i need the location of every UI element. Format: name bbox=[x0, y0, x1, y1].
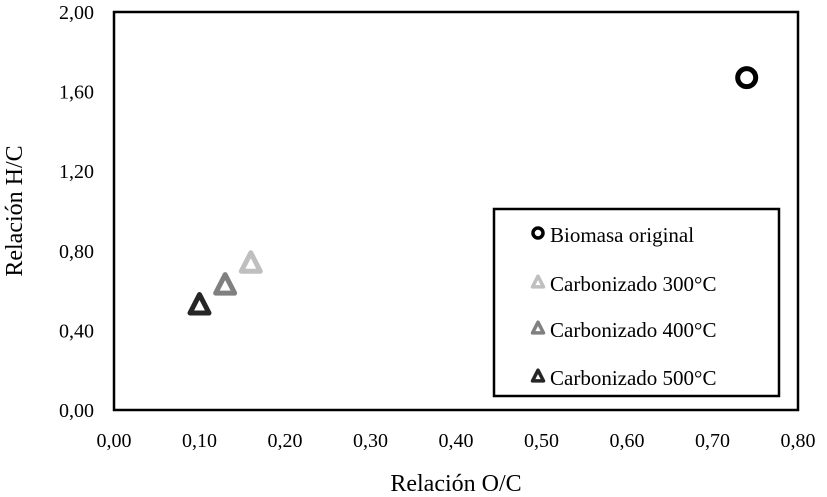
y-tick-label: 1,20 bbox=[59, 161, 94, 183]
legend-marker-circle bbox=[531, 226, 545, 240]
x-tick-labels: 0,00 0,10 0,20 0,30 0,40 0,50 0,60 0,70 0,80 bbox=[97, 430, 816, 452]
x-axis-title: Relación O/C bbox=[390, 471, 521, 497]
x-tick-label: 0,20 bbox=[268, 430, 303, 452]
x-tick-label: 0,80 bbox=[781, 430, 816, 452]
x-tick-label: 0,10 bbox=[182, 430, 217, 452]
legend-label: Biomasa original bbox=[550, 223, 694, 247]
data-point-circle bbox=[735, 66, 759, 90]
y-axis-title: Relación H/C bbox=[2, 145, 28, 276]
x-tick-label: 0,40 bbox=[439, 430, 474, 452]
x-tick-label: 0,00 bbox=[97, 430, 132, 452]
x-tick-label: 0,70 bbox=[695, 430, 730, 452]
legend-marker-triangle bbox=[530, 274, 546, 289]
y-tick-label: 0,40 bbox=[59, 320, 94, 342]
data-point-triangle bbox=[238, 250, 263, 274]
x-tick-label: 0,50 bbox=[524, 430, 559, 452]
data-points bbox=[187, 66, 759, 316]
y-tick-label: 0,00 bbox=[59, 400, 94, 422]
data-point-triangle bbox=[213, 272, 238, 296]
y-tick-labels: 0,00 0,40 0,80 1,20 1,60 2,00 bbox=[59, 2, 94, 422]
y-tick-label: 0,80 bbox=[59, 241, 94, 263]
y-tick-label: 2,00 bbox=[59, 2, 94, 24]
legend-label: Carbonizado 500°C bbox=[550, 366, 716, 390]
legend-label: Carbonizado 300°C bbox=[550, 272, 716, 296]
legend-marker-triangle bbox=[530, 368, 546, 383]
legend-box bbox=[492, 207, 781, 398]
x-tick-label: 0,60 bbox=[610, 430, 645, 452]
data-point-triangle bbox=[187, 292, 212, 316]
legend-label: Carbonizado 400°C bbox=[550, 318, 716, 342]
y-tick-label: 1,60 bbox=[59, 82, 94, 104]
legend-marker-triangle bbox=[530, 320, 546, 335]
x-tick-label: 0,30 bbox=[353, 430, 388, 452]
legend: Biomasa original Carbonizado 300°C Carboni… bbox=[492, 207, 781, 398]
